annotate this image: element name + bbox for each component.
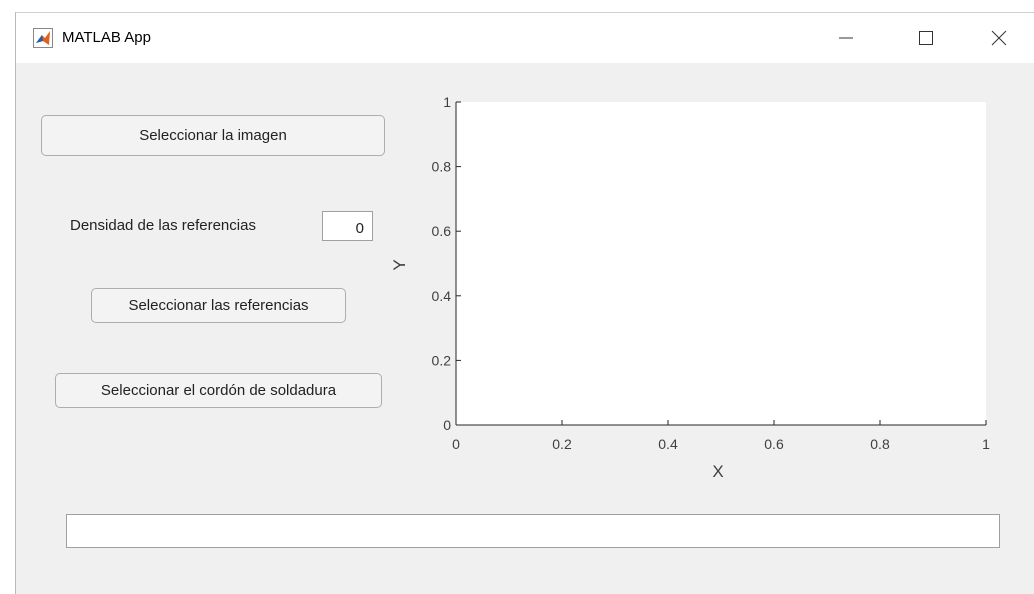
y-axis-label: Y <box>390 259 409 270</box>
y-tick-label: 0.8 <box>432 159 452 175</box>
x-axis-label: X <box>712 462 723 481</box>
close-button[interactable] <box>984 23 1014 53</box>
x-tick-label: 0.4 <box>658 436 678 452</box>
x-tick-label: 0.6 <box>764 436 784 452</box>
select-references-button[interactable]: Seleccionar las referencias <box>91 288 346 323</box>
minimize-button[interactable] <box>831 23 861 53</box>
y-tick-label: 0.2 <box>432 352 452 368</box>
x-tick-label: 0 <box>452 436 460 452</box>
plot-area <box>456 102 986 425</box>
window-title: MATLAB App <box>62 29 151 46</box>
x-tick-label: 1 <box>982 436 990 452</box>
x-tick-label: 0.2 <box>552 436 572 452</box>
title-bar: MATLAB App <box>16 13 1034 63</box>
density-input[interactable]: 0 <box>322 211 373 241</box>
y-tick-label: 1 <box>443 94 451 110</box>
y-tick-label: 0 <box>443 417 451 433</box>
status-field[interactable] <box>66 514 1000 548</box>
y-tick-label: 0.6 <box>432 223 452 239</box>
select-image-button[interactable]: Seleccionar la imagen <box>41 115 385 156</box>
density-label: Densidad de las referencias <box>70 217 256 234</box>
y-tick-label: 0.4 <box>432 288 452 304</box>
select-weld-button[interactable]: Seleccionar el cordón de soldadura <box>55 373 382 408</box>
x-tick-label: 0.8 <box>870 436 890 452</box>
maximize-button[interactable] <box>911 23 941 53</box>
app-icon <box>33 28 53 48</box>
